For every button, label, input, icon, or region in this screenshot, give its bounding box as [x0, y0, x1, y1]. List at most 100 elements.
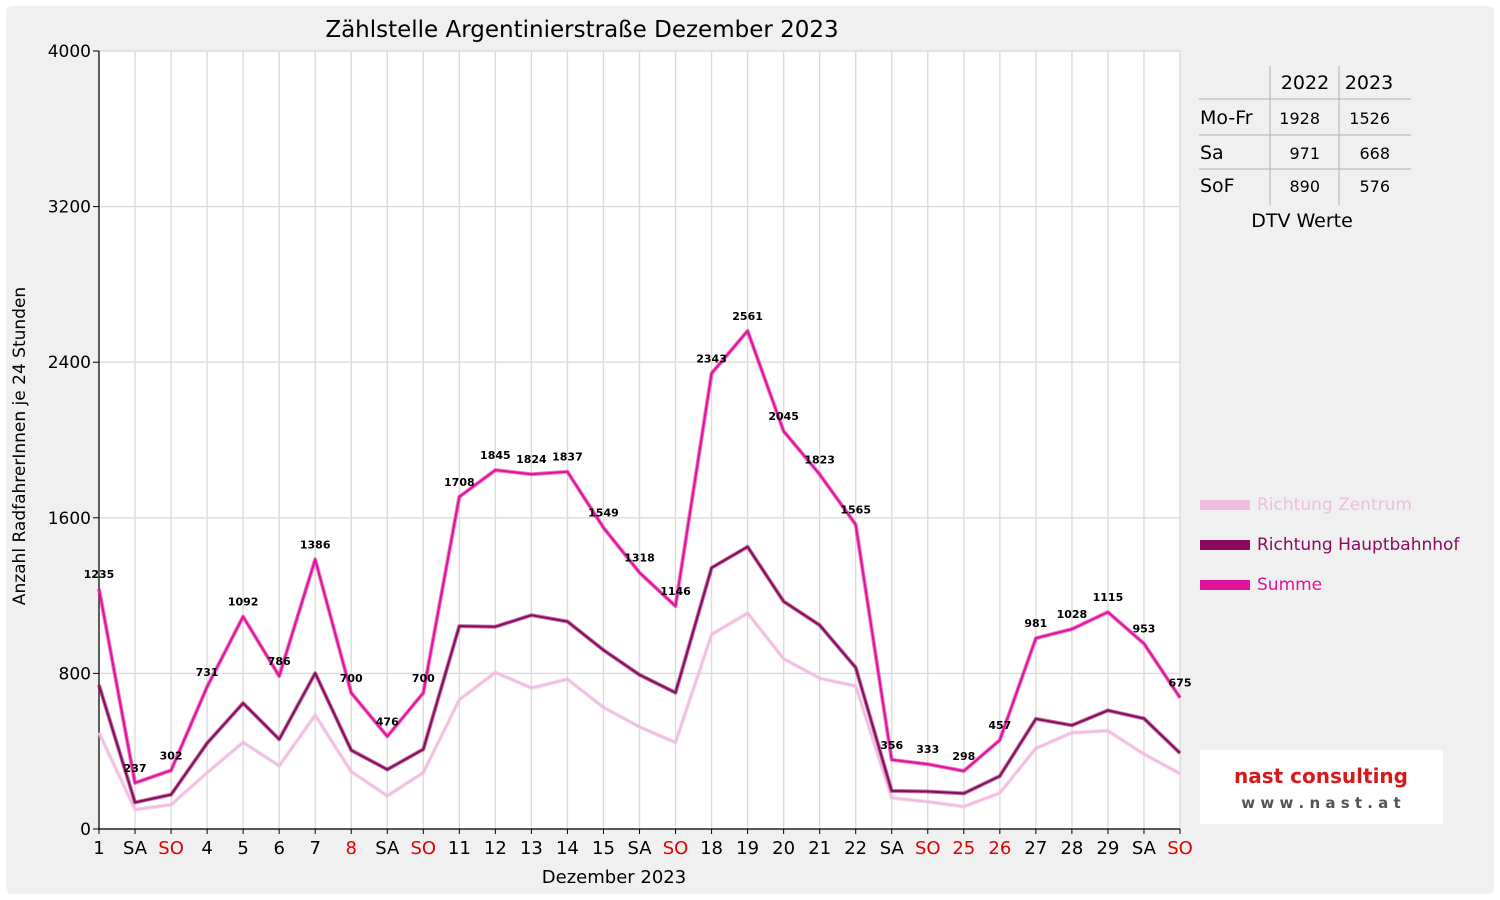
dtv-row-label: SoF	[1200, 175, 1235, 197]
data-label: 981	[1024, 617, 1047, 630]
data-label: 1146	[660, 585, 691, 598]
x-tick-label: SO	[158, 838, 184, 859]
data-label: 302	[160, 749, 183, 762]
dtv-cell: 971	[1289, 144, 1320, 163]
x-tick-label: 25	[952, 838, 975, 859]
x-tick-label: 26	[988, 838, 1011, 859]
x-tick-label: 7	[309, 838, 320, 859]
x-tick-label: 15	[592, 838, 615, 859]
data-label: 1115	[1093, 591, 1124, 604]
chart-frame: Zählstelle Argentinierstraße Dezember 20…	[6, 6, 1494, 894]
data-label: 237	[124, 762, 147, 775]
x-tick-label: SO	[663, 838, 689, 859]
x-tick-label: 11	[448, 838, 471, 859]
x-tick-label: 19	[736, 838, 759, 859]
y-tick-label: 800	[59, 664, 91, 684]
data-label: 700	[412, 672, 435, 685]
dtv-header-2022: 2022	[1281, 72, 1329, 94]
x-tick-label: SA	[627, 838, 652, 859]
data-label: 731	[196, 666, 219, 679]
data-label: 1823	[804, 453, 835, 466]
data-label: 1549	[588, 507, 619, 520]
dtv-row-label: Mo-Fr	[1200, 107, 1253, 129]
data-label: 953	[1132, 623, 1155, 636]
legend: Richtung Zentrum Richtung Hauptbahnhof Sum…	[1200, 495, 1460, 595]
series-line	[97, 328, 1182, 785]
x-tick-label: SO	[411, 838, 437, 859]
x-tick-label: SA	[1132, 838, 1157, 859]
data-label: 1318	[624, 552, 655, 565]
x-tick-label: 13	[520, 838, 543, 859]
dtv-cell: 1526	[1349, 109, 1390, 128]
line-chart: Zählstelle Argentinierstraße Dezember 20…	[10, 17, 1460, 888]
data-label: 356	[880, 739, 903, 752]
data-label: 1235	[84, 568, 115, 581]
series-lines	[97, 328, 1182, 812]
legend-swatch	[1200, 500, 1250, 510]
legend-entry: Richtung Zentrum	[1257, 495, 1412, 515]
dtv-cell: 576	[1359, 177, 1390, 196]
x-tick-labels: 1 SA SO 4 5 6 7 8 SA SO 11 12 13 14 15 SA SO 18 19 20 21 22 SA…	[93, 838, 1193, 859]
y-tick-label: 1600	[48, 509, 91, 529]
legend-entry: Summe	[1257, 575, 1322, 595]
data-label: 2045	[768, 410, 799, 423]
x-tick-label: SA	[123, 838, 148, 859]
data-label: 2343	[696, 352, 727, 365]
x-tick-label: 21	[808, 838, 831, 859]
y-tick-label: 4000	[48, 42, 91, 62]
dtv-caption: DTV Werte	[1251, 210, 1353, 232]
dtv-cell: 890	[1289, 177, 1320, 196]
series-line	[97, 611, 1181, 812]
logo-url: w w w . n a s t . a t	[1241, 794, 1400, 812]
x-tick-label: 12	[484, 838, 507, 859]
data-label: 1837	[552, 451, 583, 464]
y-tick-label: 0	[80, 820, 91, 840]
x-tick-label: 1	[93, 838, 104, 859]
y-axis-label: Anzahl RadfahrerInnen je 24 Stunden	[10, 287, 30, 605]
legend-entry: Richtung Hauptbahnhof	[1257, 535, 1460, 555]
data-label: 1845	[480, 449, 511, 462]
data-label: 2561	[732, 310, 763, 323]
series-line-core	[98, 329, 1181, 784]
x-tick-label: 14	[556, 838, 579, 859]
data-label: 1565	[840, 504, 871, 517]
data-label: 298	[952, 750, 975, 763]
x-tick-label: SO	[915, 838, 941, 859]
x-tick-label: 6	[273, 838, 284, 859]
data-label: 1028	[1057, 608, 1088, 621]
x-tick-label: 18	[700, 838, 723, 859]
x-tick-label: 20	[772, 838, 795, 859]
x-tick-label: SA	[375, 838, 400, 859]
data-label: 1092	[228, 596, 259, 609]
x-tick-label: 27	[1024, 838, 1047, 859]
x-axis-label: Dezember 2023	[542, 867, 686, 888]
x-tick-label: 4	[201, 838, 212, 859]
nast-consulting-logo: nast consulting w w w . n a s t . a t	[1200, 750, 1443, 824]
x-tick-label: 5	[237, 838, 248, 859]
series-line-core	[98, 612, 1181, 811]
x-tick-label: 8	[346, 838, 357, 859]
data-label: 700	[340, 672, 363, 685]
axes	[93, 50, 1181, 834]
data-label: 675	[1169, 677, 1192, 690]
dtv-cell: 1928	[1279, 109, 1320, 128]
dtv-header-2023: 2023	[1345, 72, 1393, 94]
series-line-core	[98, 545, 1181, 804]
legend-swatch	[1200, 580, 1250, 590]
y-tick-labels: 0 800 1600 2400 3200 4000	[48, 42, 91, 840]
logo-name: nast consulting	[1234, 764, 1408, 788]
data-label: 1386	[300, 538, 331, 551]
data-label: 1824	[516, 453, 547, 466]
data-label: 476	[376, 715, 399, 728]
data-label: 786	[268, 655, 291, 668]
data-labels: 1235 237 302 731 1092 786 1386 700 476 700 1708 184…	[84, 310, 1192, 775]
y-tick-label: 3200	[48, 198, 91, 218]
dtv-cell: 668	[1359, 144, 1390, 163]
x-tick-label: 22	[844, 838, 867, 859]
x-tick-label: 28	[1060, 838, 1083, 859]
y-tick-label: 2400	[48, 353, 91, 373]
series-line	[97, 544, 1182, 805]
data-label: 1708	[444, 476, 475, 489]
dtv-table: 2022 2023 Mo-Fr 1928 1526 Sa 971 668 SoF…	[1199, 66, 1411, 232]
x-tick-label: SO	[1167, 838, 1193, 859]
